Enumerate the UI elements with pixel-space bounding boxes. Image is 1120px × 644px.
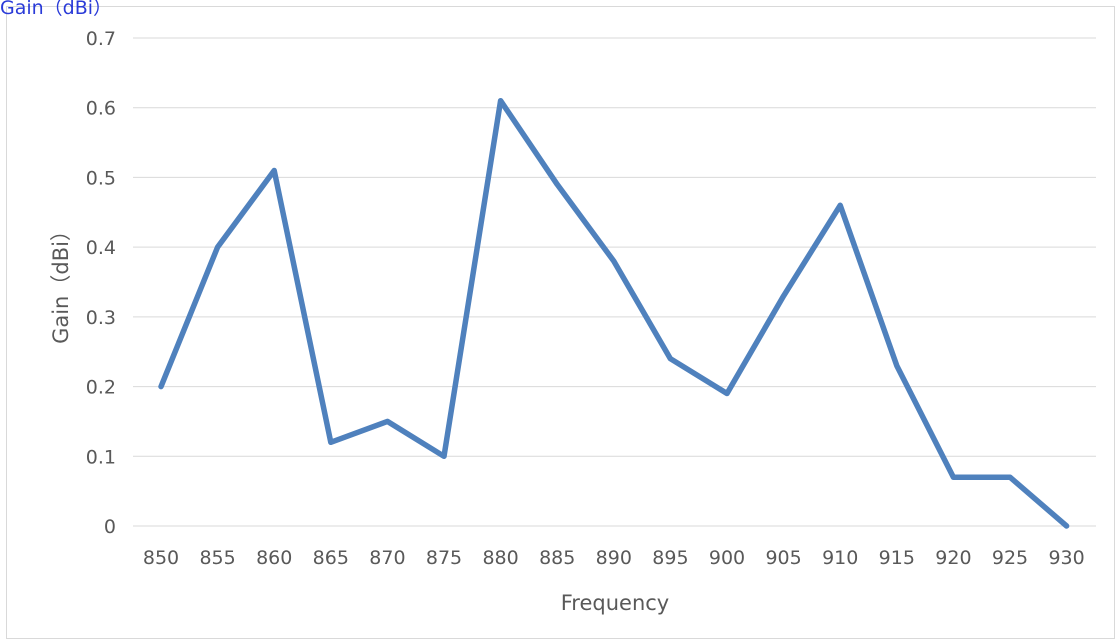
y-tick-label: 0 <box>104 516 116 538</box>
x-tick-label: 900 <box>709 547 745 569</box>
x-tick-label: 925 <box>992 547 1028 569</box>
series-layer <box>158 97 1070 529</box>
y-tick-label: 0.4 <box>86 237 116 259</box>
x-tick-label: 895 <box>652 547 688 569</box>
x-tick-label: 915 <box>879 547 915 569</box>
x-tick-label: 855 <box>199 547 235 569</box>
y-tick-label: 0.2 <box>86 377 116 399</box>
x-tick-label: 850 <box>143 547 179 569</box>
x-tick-label: 880 <box>482 547 518 569</box>
y-tick-label: 0.6 <box>86 98 116 120</box>
x-tick-label: 890 <box>596 547 632 569</box>
x-axis-ticks: 850 855 860 865 870 875 880 885 890 895 900 905 910 9… <box>143 547 1085 569</box>
x-tick-label: 860 <box>256 547 292 569</box>
x-tick-label: 920 <box>935 547 971 569</box>
y-tick-label: 0.7 <box>86 28 116 50</box>
y-tick-label: 0.5 <box>86 167 116 189</box>
x-tick-label: 870 <box>369 547 405 569</box>
x-tick-label: 930 <box>1048 547 1084 569</box>
chart-area <box>6 6 1115 639</box>
gridlines <box>133 37 1096 527</box>
x-tick-label: 875 <box>426 547 462 569</box>
x-axis-title: Frequency <box>561 591 670 615</box>
y-axis-title: Gain（dBi） <box>49 220 73 344</box>
y-tick-label: 0.3 <box>86 307 116 329</box>
series-line <box>158 97 1070 529</box>
corner-label: Gain（dBi） <box>0 0 113 19</box>
x-tick-label: 865 <box>313 547 349 569</box>
x-tick-label: 885 <box>539 547 575 569</box>
y-tick-label: 0.1 <box>86 446 116 468</box>
x-tick-label: 910 <box>822 547 858 569</box>
x-tick-label: 905 <box>765 547 801 569</box>
y-axis-ticks: 0 0.1 0.2 0.3 0.4 0.5 0.6 0.7 <box>86 28 116 538</box>
